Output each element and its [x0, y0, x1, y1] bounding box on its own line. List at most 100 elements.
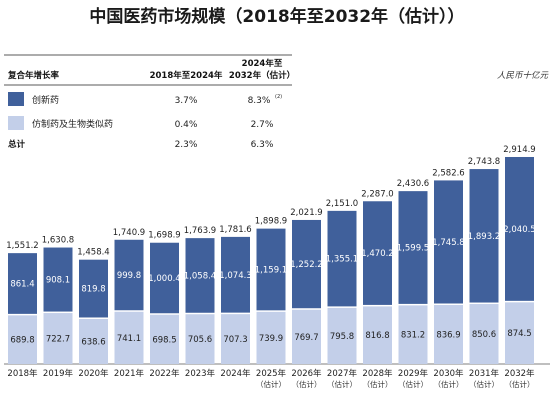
label-total-5: 1,698.9: [148, 231, 180, 241]
label-total-14: 2,743.8: [468, 157, 500, 167]
bar-generic-3: [79, 318, 108, 364]
bar-generic-8: [256, 311, 286, 364]
label-generic-5: 698.5: [152, 335, 176, 345]
label-innovative-3: 819.8: [81, 285, 105, 295]
bar-innovative-10: [327, 210, 357, 307]
bar-innovative-6: [185, 238, 215, 313]
bar-generic-15: [505, 302, 534, 364]
x-subtick-11: （估计）: [363, 379, 393, 389]
cagr-row-generic-label: 仿制药及生物类似药: [32, 118, 113, 130]
bar-innovative-4: [114, 239, 144, 311]
x-subtick-13: （估计）: [434, 379, 464, 389]
label-innovative-1: 861.4: [10, 280, 34, 290]
cagr-row-generic-v1: 0.4%: [175, 120, 198, 130]
x-tick-8: 2025年: [256, 368, 287, 379]
x-subtick-12: （估计）: [398, 379, 428, 389]
bar-innovative-14: [469, 169, 499, 303]
bar-generic-9: [292, 309, 321, 364]
bar-generic-1: [8, 315, 37, 364]
legend-swatch-generic: [8, 116, 24, 130]
cagr-row-total-label: 总计: [8, 139, 26, 150]
label-total-1: 1,551.2: [6, 241, 38, 251]
label-innovative-11: 1,470.2: [361, 249, 393, 259]
label-generic-6: 705.6: [188, 335, 212, 345]
cagr-row-innovative-v2-footnote: (2): [275, 94, 282, 100]
x-tick-4: 2021年: [114, 368, 145, 379]
label-innovative-2: 908.1: [46, 276, 70, 286]
label-innovative-8: 1,159.1: [255, 265, 287, 275]
label-generic-13: 836.9: [436, 330, 460, 340]
label-innovative-4: 999.8: [117, 271, 141, 281]
x-tick-15: 2032年: [504, 368, 535, 379]
bar-generic-2: [43, 313, 73, 364]
bar-generic-14: [469, 304, 499, 364]
x-tick-14: 2031年: [469, 368, 500, 379]
label-innovative-10: 1,355.1: [326, 255, 358, 265]
bar-generic-6: [185, 314, 215, 364]
label-innovative-5: 1,000.4: [148, 274, 180, 284]
label-total-11: 2,287.0: [361, 189, 393, 199]
label-generic-12: 831.2: [401, 331, 425, 341]
label-generic-8: 739.9: [259, 334, 283, 344]
bar-innovative-1: [8, 253, 37, 314]
x-tick-2: 2019年: [43, 368, 74, 379]
label-innovative-13: 1,745.8: [432, 238, 464, 248]
label-generic-2: 722.7: [46, 335, 70, 345]
x-subtick-8: （估计）: [256, 379, 286, 389]
bars-group: [8, 156, 534, 364]
label-total-9: 2,021.9: [290, 208, 322, 218]
label-generic-7: 707.3: [223, 335, 247, 345]
label-total-10: 2,151.0: [326, 199, 358, 209]
x-tick-3: 2020年: [78, 368, 109, 379]
cagr-row-innovative-v1: 3.7%: [175, 96, 198, 106]
bar-generic-7: [221, 314, 250, 364]
label-generic-3: 638.6: [81, 337, 105, 347]
bar-generic-13: [434, 304, 463, 364]
label-total-8: 1,898.9: [255, 217, 287, 227]
cagr-row-total-v2: 6.3%: [251, 140, 274, 150]
bar-innovative-2: [43, 247, 73, 312]
label-innovative-9: 1,252.2: [290, 260, 322, 270]
cagr-row-innovative-v2: 8.3%: [248, 96, 271, 106]
unit-label: 人民币十亿元: [497, 70, 550, 81]
label-innovative-15: 2,040.5: [503, 225, 535, 235]
bar-generic-10: [327, 307, 357, 364]
label-total-6: 1,763.9: [184, 226, 216, 236]
x-subtick-14: （估计）: [469, 379, 499, 389]
cagr-col2-header-line2: 2032年（估计）: [229, 70, 295, 81]
cagr-row-innovative-label: 创新药: [32, 94, 59, 106]
x-tick-6: 2023年: [185, 368, 216, 379]
label-generic-10: 795.8: [330, 332, 354, 342]
x-subtick-15: （估计）: [505, 379, 535, 389]
label-total-3: 1,458.4: [77, 248, 109, 258]
x-subtick-9: （估计）: [292, 379, 322, 389]
legend-swatch-innovative: [8, 92, 24, 106]
label-total-13: 2,582.6: [432, 168, 464, 178]
chart-title: 中国医药市场规模（2018年至2032年（估计））: [89, 6, 464, 27]
label-total-12: 2,430.6: [397, 179, 429, 189]
x-tick-5: 2022年: [149, 368, 180, 379]
label-generic-14: 850.6: [472, 330, 496, 340]
bar-innovative-8: [256, 228, 286, 311]
bar-innovative-3: [79, 259, 108, 318]
x-tick-11: 2028年: [362, 368, 393, 379]
bar-innovative-5: [150, 242, 179, 314]
cagr-row-generic-v2: 2.7%: [251, 120, 274, 130]
label-innovative-14: 1,893.2: [468, 232, 500, 242]
x-tick-13: 2030年: [433, 368, 464, 379]
label-generic-11: 816.8: [365, 331, 389, 341]
x-tick-7: 2024年: [220, 368, 251, 379]
label-total-15: 2,914.9: [503, 145, 535, 155]
label-total-4: 1,740.9: [113, 228, 145, 238]
bar-innovative-12: [398, 191, 428, 304]
bar-innovative-9: [292, 219, 321, 309]
labels-group: 689.8 861.4 1,551.2 2018年 722.7 908.1 1,630.8 2…: [6, 145, 535, 389]
bar-generic-12: [398, 305, 428, 364]
x-tick-12: 2029年: [398, 368, 429, 379]
label-innovative-7: 1,074.3: [219, 271, 251, 281]
x-tick-1: 2018年: [7, 368, 38, 379]
label-total-7: 1,781.6: [219, 225, 251, 235]
label-generic-1: 689.8: [10, 336, 34, 346]
